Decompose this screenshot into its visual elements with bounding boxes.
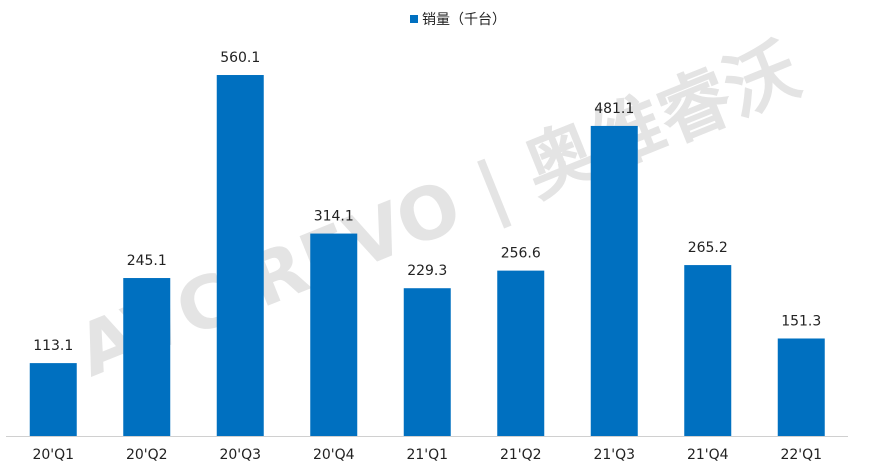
value-label: 560.1 bbox=[220, 50, 260, 66]
x-tick-label: 20'Q3 bbox=[219, 447, 261, 463]
value-label: 229.3 bbox=[407, 263, 447, 279]
x-tick-label: 21'Q2 bbox=[500, 447, 542, 463]
x-tick-label: 22'Q1 bbox=[780, 447, 822, 463]
x-tick-label: 20'Q1 bbox=[32, 447, 74, 463]
x-tick-label: 20'Q4 bbox=[313, 447, 355, 463]
legend-label: 销量（千台） bbox=[422, 12, 506, 28]
bar bbox=[777, 338, 825, 436]
bar bbox=[310, 233, 358, 436]
bar bbox=[403, 288, 451, 436]
value-label: 256.6 bbox=[501, 246, 541, 262]
value-label: 314.1 bbox=[314, 209, 354, 225]
bar bbox=[497, 270, 545, 436]
value-label: 265.2 bbox=[688, 240, 728, 256]
value-label: 113.1 bbox=[33, 338, 73, 354]
bar bbox=[684, 265, 732, 436]
value-label: 481.1 bbox=[594, 101, 634, 117]
bar bbox=[29, 363, 77, 436]
x-tick-label: 21'Q3 bbox=[593, 447, 635, 463]
value-label: 151.3 bbox=[781, 313, 821, 329]
bar bbox=[123, 278, 171, 436]
x-tick-label: 21'Q1 bbox=[406, 447, 448, 463]
legend-swatch bbox=[410, 15, 418, 23]
bar bbox=[216, 75, 264, 436]
x-tick-label: 20'Q2 bbox=[126, 447, 168, 463]
bar bbox=[590, 125, 638, 436]
x-tick-label: 21'Q4 bbox=[687, 447, 729, 463]
value-label: 245.1 bbox=[127, 253, 167, 269]
